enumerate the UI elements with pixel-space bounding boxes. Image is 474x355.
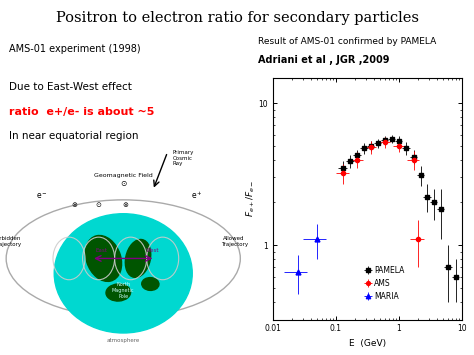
Y-axis label: $F_{e+}/F_{e-}$: $F_{e+}/F_{e-}$ [244,180,257,217]
Text: Forbidden
Trajectory: Forbidden Trajectory [0,236,21,247]
Text: ratio  e+/e- is about ~5: ratio e+/e- is about ~5 [9,106,155,116]
Text: Result of AMS-01 confirmed by PAMELA: Result of AMS-01 confirmed by PAMELA [258,37,437,46]
Text: Allowed
Trajectory: Allowed Trajectory [220,236,248,247]
Ellipse shape [85,235,122,282]
Text: e$^+$: e$^+$ [191,189,203,201]
Text: East: East [95,248,107,253]
Text: North
Magnetic
Pole: North Magnetic Pole [112,282,135,299]
Circle shape [54,214,192,333]
Text: AMS-01 experiment (1998): AMS-01 experiment (1998) [9,44,141,54]
Text: Positron to electron ratio for secondary particles: Positron to electron ratio for secondary… [55,11,419,24]
X-axis label: E  (GeV): E (GeV) [349,339,386,348]
Legend: PAMELA, AMS, MARIA: PAMELA, AMS, MARIA [362,263,407,304]
Text: ⊗: ⊗ [71,202,77,208]
Text: ⊙: ⊙ [120,179,127,188]
Text: Adriani et al , JGR ,2009: Adriani et al , JGR ,2009 [258,55,390,65]
Ellipse shape [125,240,151,277]
Text: e$^-$: e$^-$ [36,191,48,201]
Ellipse shape [142,278,159,290]
Text: ⊙: ⊙ [96,202,101,208]
Text: Due to East-West effect: Due to East-West effect [9,82,132,92]
Text: In near equatorial region: In near equatorial region [9,131,139,141]
Text: West: West [146,248,160,253]
Text: Geomagnetic Field: Geomagnetic Field [94,174,153,179]
Ellipse shape [106,284,131,301]
Text: ⊗: ⊗ [123,202,128,208]
Text: Primary
Cosmic
Ray: Primary Cosmic Ray [173,150,194,166]
Text: atmosphere: atmosphere [107,338,140,343]
